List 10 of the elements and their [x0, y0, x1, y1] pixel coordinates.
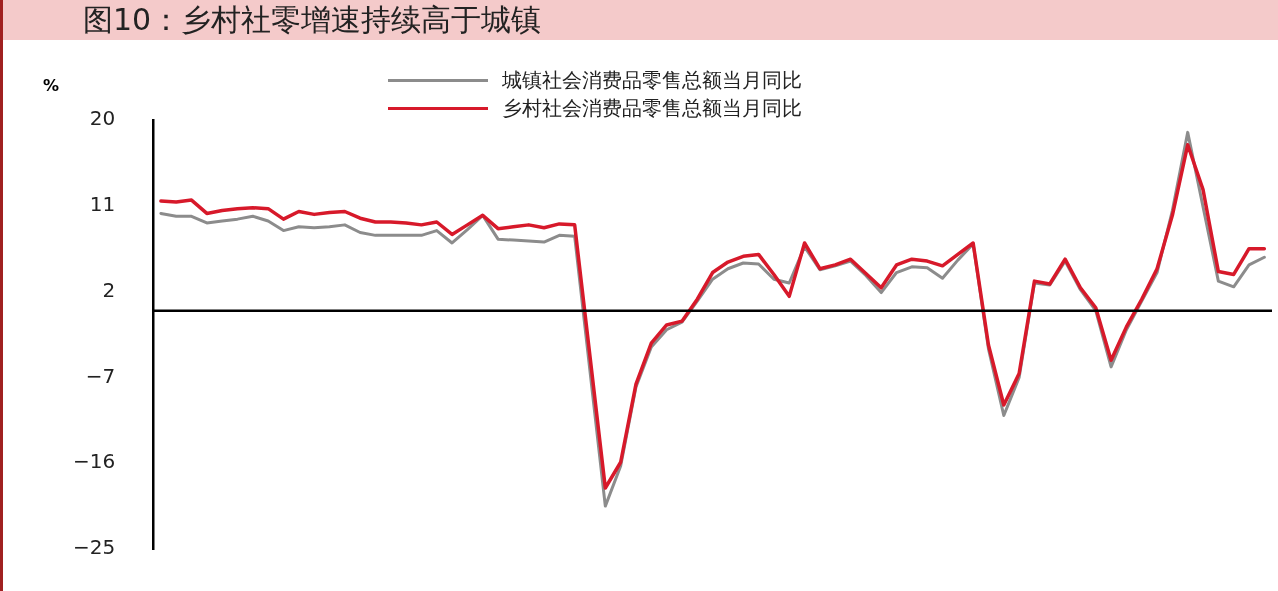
chart-title: 图10：乡村社零增速持续高于城镇: [3, 0, 1278, 40]
y-tick-label: 11: [89, 192, 116, 216]
legend-label: 乡村社会消费品零售总额当月同比: [502, 94, 802, 122]
y-tick-label: −7: [85, 363, 116, 388]
y-axis-title: %: [43, 76, 60, 95]
y-tick-label: −25: [72, 535, 116, 560]
y-tick-label: 20: [89, 106, 116, 131]
y-tick-label: −16: [72, 449, 116, 474]
legend-label: 城镇社会消费品零售总额当月同比: [502, 66, 802, 94]
y-tick-label: 2: [102, 277, 116, 302]
